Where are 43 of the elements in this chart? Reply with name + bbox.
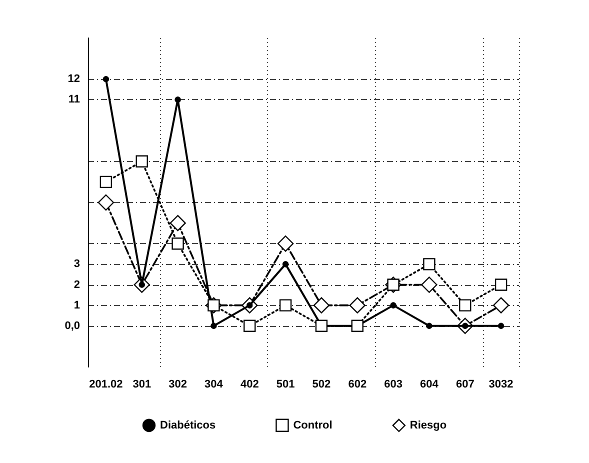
x-tick-label: 607 [456, 378, 474, 390]
point [498, 322, 504, 329]
y-tick-label: 3 [74, 258, 80, 270]
point [459, 299, 472, 312]
x-tick-label: 301 [132, 378, 152, 390]
point [313, 297, 330, 314]
x-tick-label: 201.02 [89, 378, 123, 390]
point [494, 278, 508, 291]
y-tick-label: 11 [68, 94, 80, 106]
point [279, 299, 292, 312]
legend-label: Diabéticos [160, 419, 216, 432]
point [100, 176, 112, 188]
x-tick-label: 304 [204, 378, 224, 390]
point [102, 76, 110, 82]
legend-label: Control [293, 419, 332, 432]
point [390, 302, 396, 308]
point [172, 238, 184, 250]
point [277, 236, 294, 252]
point [421, 276, 438, 293]
point [244, 320, 256, 332]
point [210, 322, 217, 329]
x-tick-label: 3032 [488, 378, 514, 390]
point [349, 297, 366, 314]
point [174, 96, 181, 103]
x-tick-label: 603 [384, 378, 402, 390]
point [423, 258, 436, 270]
point [136, 155, 148, 168]
x-tick-label: 604 [420, 378, 440, 390]
y-tick-label: 1 [74, 299, 80, 312]
point [98, 194, 114, 211]
y-tick-label: 2 [74, 278, 80, 291]
point [282, 261, 289, 268]
point [426, 322, 432, 329]
x-tick-label: 602 [348, 378, 367, 390]
legend-label: Riesgo [410, 419, 447, 432]
y-tick-label: 0,0 [64, 320, 80, 332]
point [170, 214, 186, 232]
y-tick-label: 12 [68, 73, 80, 86]
x-tick-label: 502 [312, 378, 331, 390]
x-tick-label: 501 [276, 378, 295, 390]
point [492, 297, 510, 314]
x-tick-label: 302 [168, 378, 187, 390]
x-tick-label: 402 [240, 378, 259, 390]
